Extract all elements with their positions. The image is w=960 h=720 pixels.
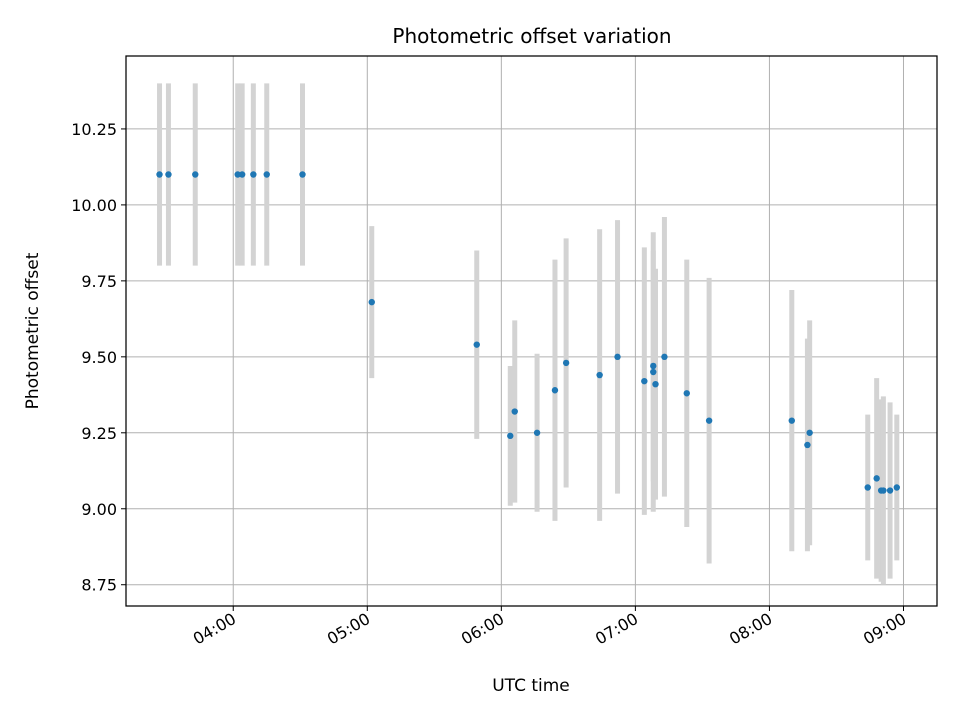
grid: [126, 56, 937, 606]
data-point: [192, 171, 199, 178]
data-point: [507, 432, 514, 440]
data-point: [614, 353, 621, 361]
x-tick-label: 07:00: [592, 609, 641, 649]
data-point: [683, 390, 690, 397]
data-point: [806, 429, 813, 436]
y-tick-label: 9.75: [81, 272, 117, 291]
data-point: [250, 171, 257, 178]
x-axis: 04:00 05:00 06:00 07:00 08:00 09:00: [190, 606, 909, 649]
y-tick-label: 8.75: [81, 576, 117, 595]
x-tick-label: 06:00: [458, 609, 507, 649]
x-tick-label: 09:00: [860, 609, 909, 649]
y-tick-label: 9.00: [81, 500, 117, 519]
data-point: [473, 341, 480, 348]
data-point: [880, 487, 887, 494]
data-point: [551, 387, 559, 394]
data-point: [804, 441, 811, 449]
data-point: [238, 171, 246, 178]
data-point: [873, 475, 880, 482]
data-markers: [156, 171, 900, 494]
x-axis-title: UTC time: [492, 676, 570, 696]
y-tick-label: 9.50: [81, 348, 117, 367]
data-point: [788, 417, 795, 424]
data-point: [234, 171, 241, 178]
data-point: [661, 353, 668, 361]
data-point: [705, 417, 713, 424]
data-point: [156, 171, 163, 178]
data-point: [533, 429, 541, 436]
data-point: [165, 171, 172, 178]
chart-title: Photometric offset variation: [392, 24, 671, 48]
x-tick-label: 04:00: [190, 609, 239, 649]
data-point: [299, 171, 306, 178]
data-point: [263, 171, 270, 178]
data-point: [596, 371, 603, 379]
y-axis: 8.75 9.00 9.25 9.50 9.75 10.00 10.25: [71, 120, 126, 595]
data-point: [893, 484, 900, 491]
data-point: [641, 377, 648, 385]
y-tick-label: 10.00: [71, 196, 117, 215]
data-point: [368, 298, 375, 306]
x-tick-label: 08:00: [726, 609, 775, 649]
x-tick-label: 05:00: [324, 609, 373, 649]
data-point: [562, 359, 570, 367]
y-tick-label: 9.25: [81, 424, 117, 443]
data-point: [650, 362, 657, 370]
data-point: [652, 380, 659, 388]
data-point: [650, 368, 657, 376]
y-tick-label: 10.25: [71, 120, 117, 139]
data-point: [864, 484, 871, 491]
plot-frame: [125, 55, 938, 607]
data-point: [886, 487, 894, 494]
y-axis-title: Photometric offset: [23, 252, 43, 409]
error-bars: [157, 83, 900, 585]
data-point: [511, 408, 518, 415]
